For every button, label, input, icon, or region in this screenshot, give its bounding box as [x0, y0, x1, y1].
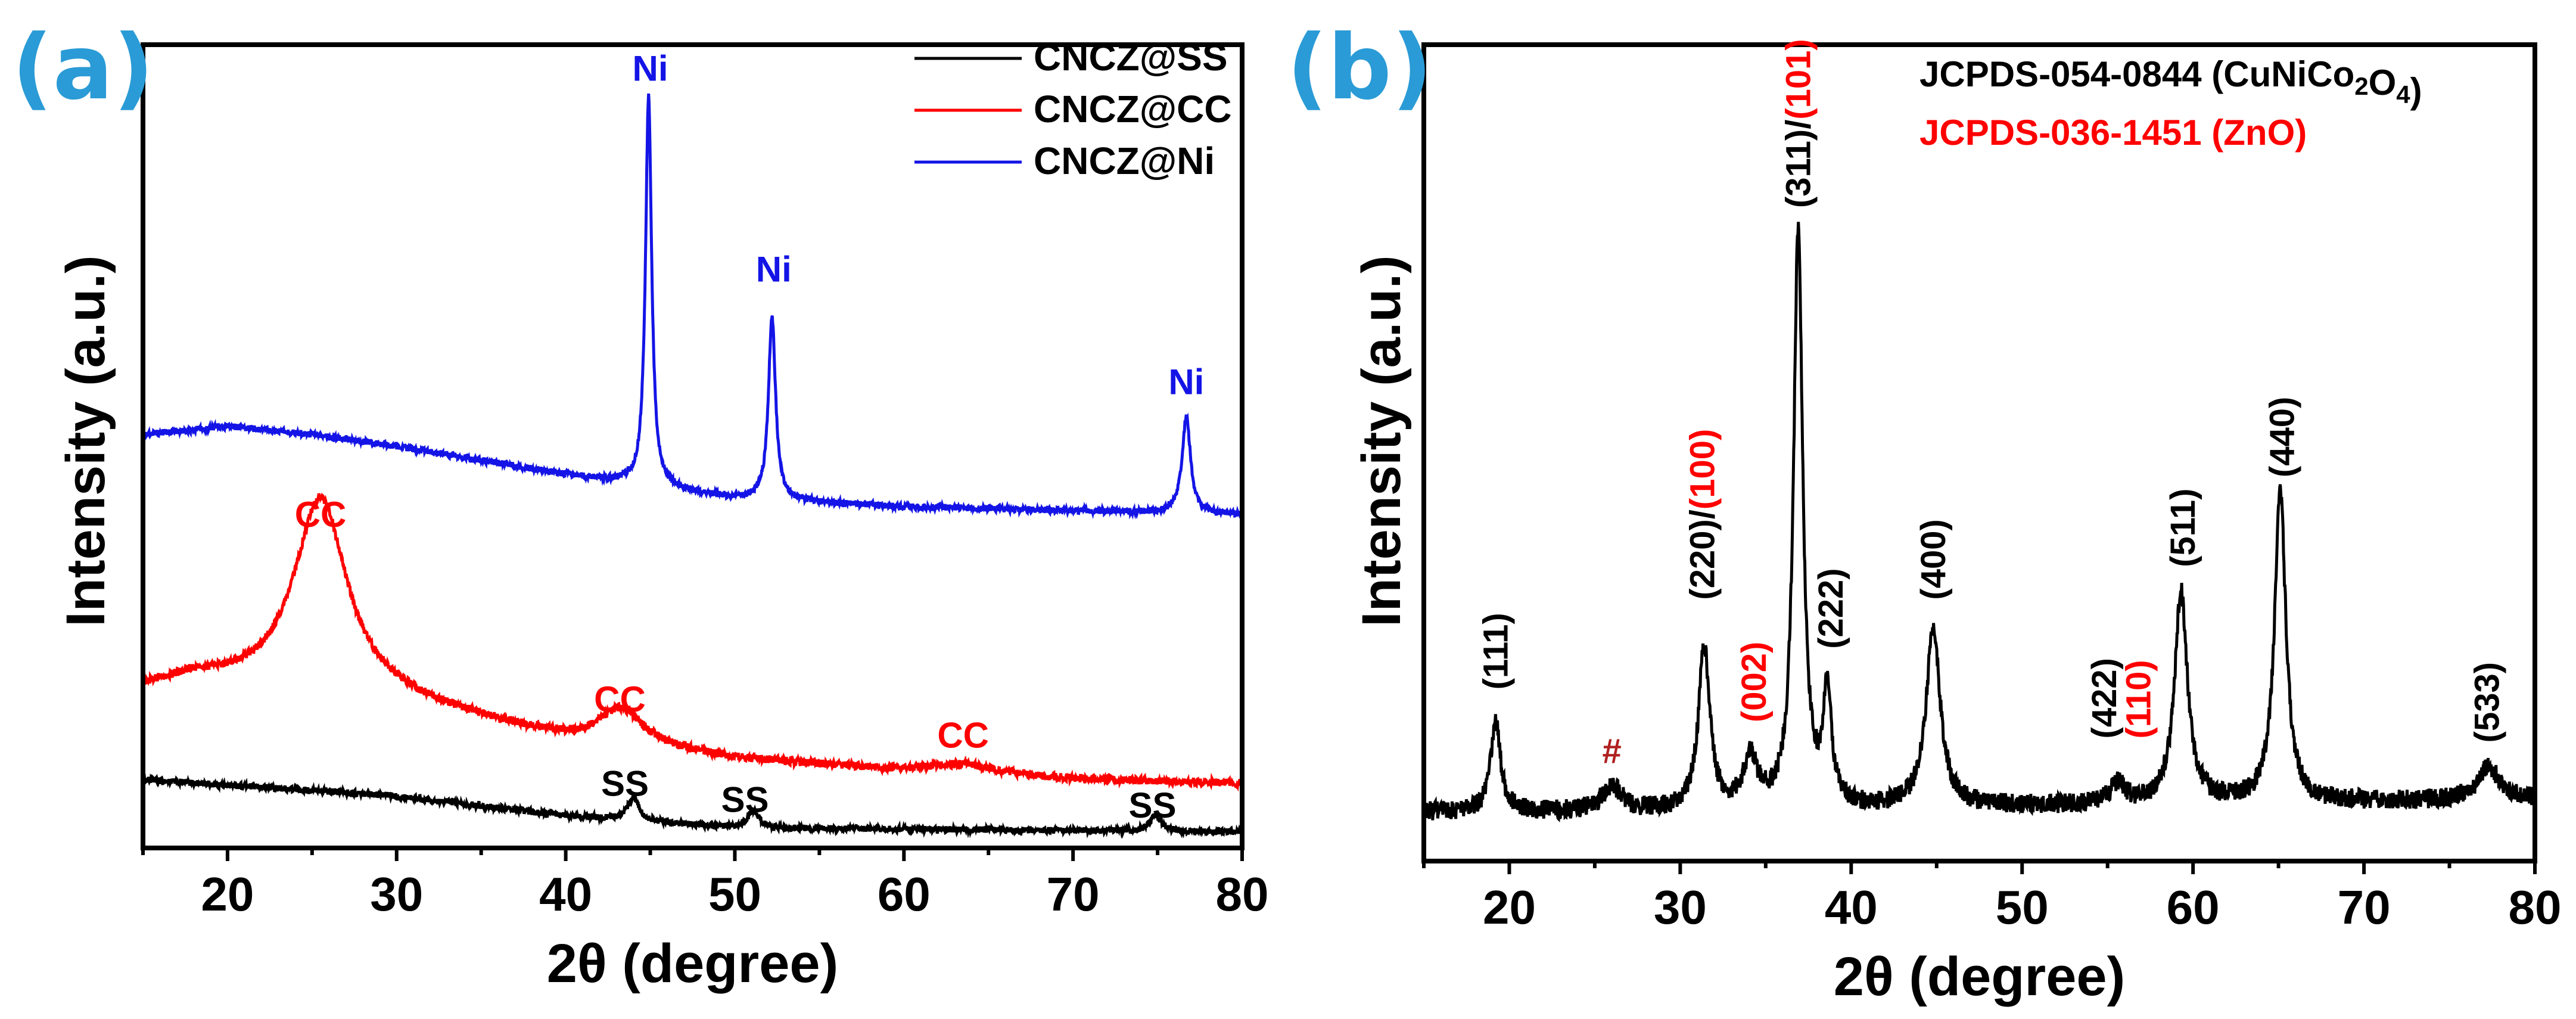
peak-annotation: CC	[295, 495, 347, 535]
x-tick-label-40: 40	[539, 868, 592, 921]
peak-annotation: (311)/(101)	[1779, 39, 1818, 208]
x-tick-label-30: 30	[1654, 881, 1707, 934]
jcpds-reference-cunico2o4: JCPDS-054-0844 (CuNiCo2O4)	[1919, 54, 2422, 111]
peak-annotation: SS	[721, 779, 769, 819]
peak-annotation: #	[1602, 732, 1621, 771]
legend-label: CNCZ@Ni	[1034, 139, 1215, 182]
peak-annotation: CC	[937, 716, 989, 756]
x-tick-label-40: 40	[1825, 881, 1878, 934]
peak-annotation: (533)	[2468, 662, 2507, 742]
peak-annotation: (002)	[1735, 642, 1774, 722]
x-tick-label-20: 20	[201, 868, 254, 921]
peak-annotation: (110)	[2119, 660, 2158, 738]
series-line-xrd-pattern	[1422, 222, 2537, 822]
x-tick-label-80: 80	[1216, 868, 1269, 921]
x-axis-title: 2θ (degree)	[1834, 946, 2125, 1007]
panel-a-plot: 20 30 40 50 60 70 80 2θ (degree) Intensity (a.u.…	[12, 16, 1268, 994]
peak-annotation: Ni	[1168, 362, 1204, 402]
series-line-cncz-ni	[141, 93, 1244, 520]
panel-label: (b)	[1287, 16, 1432, 120]
series-line-cncz-ss	[141, 773, 1244, 839]
panel-label: (a)	[12, 16, 154, 120]
x-tick-label-60: 60	[878, 868, 931, 921]
x-tick-label-30: 30	[370, 868, 423, 921]
peak-annotation: CC	[594, 679, 646, 719]
peak-annotation: (440)	[2263, 397, 2301, 477]
x-axis-title: 2θ (degree)	[547, 933, 838, 994]
peak-annotation: (400)	[1914, 519, 1953, 599]
x-tick-label-70: 70	[2338, 881, 2391, 934]
legend-label: CNCZ@CC	[1034, 88, 1232, 131]
peak-annotation: (511)	[2164, 489, 2202, 567]
x-tick-label-50: 50	[1996, 881, 2049, 934]
panel-b-plot: 20 30 40 50 60 70 80 2θ (degree) Intensity (a.u.…	[1287, 16, 2561, 1007]
y-axis-title: Intensity (a.u.)	[1351, 255, 1412, 627]
x-tick-label-20: 20	[1483, 881, 1536, 934]
peak-annotation: Ni	[633, 49, 668, 89]
x-tick-label-80: 80	[2509, 881, 2562, 934]
plot-frame	[1421, 42, 2537, 863]
jcpds-reference-zno: JCPDS-036-1451 (ZnO)	[1919, 113, 2307, 153]
x-tick-label-70: 70	[1047, 868, 1100, 921]
peak-annotation: SS	[1129, 785, 1177, 825]
series-line-cncz-cc	[141, 492, 1244, 792]
peak-annotation: (222)	[1812, 568, 1850, 648]
legend-label: CNCZ@SS	[1034, 36, 1228, 79]
x-tick-label-60: 60	[2167, 881, 2220, 934]
peak-annotation: (111)	[1477, 613, 1516, 689]
peak-annotation: Ni	[756, 250, 792, 290]
y-axis-title: Intensity (a.u.)	[55, 255, 116, 627]
plot-frame	[141, 42, 1245, 850]
peak-annotation: (422)	[2085, 658, 2124, 738]
x-tick-label-50: 50	[708, 868, 761, 921]
peak-annotation: SS	[601, 763, 649, 803]
peak-annotation: (220)/(100)	[1684, 429, 1722, 600]
